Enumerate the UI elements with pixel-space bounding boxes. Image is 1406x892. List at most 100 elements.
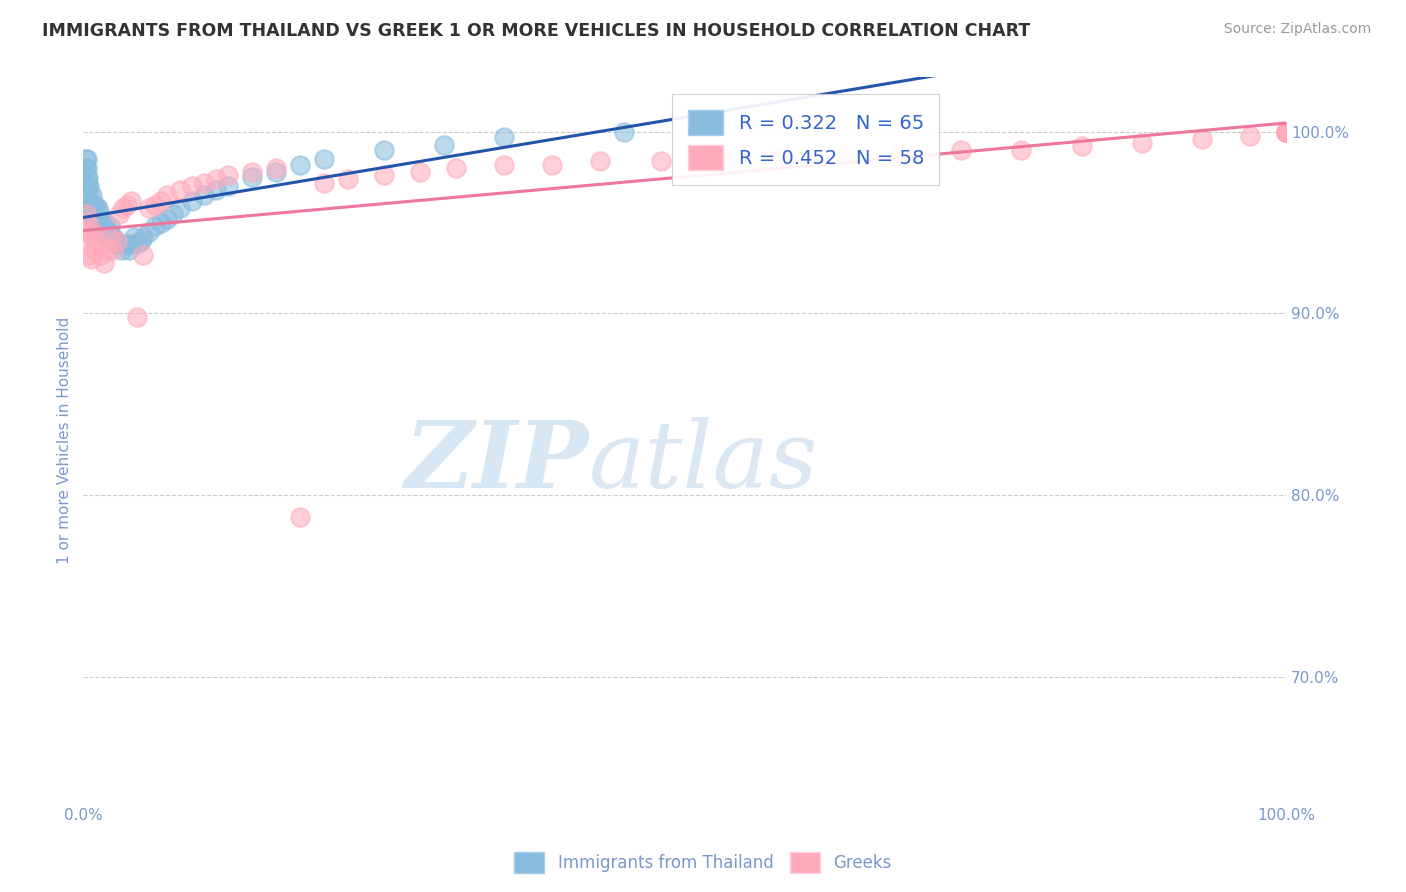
Point [84,197,107,211]
Point [156,188,179,202]
Point [613,125,636,139]
Point [94,216,117,230]
Point [79,248,101,262]
Point [1275,125,1298,139]
Point [79,179,101,194]
Point [120,237,142,252]
Point [288,509,311,524]
Point [98,219,121,234]
Point [103,243,125,257]
Point [80,230,103,244]
Point [80,197,103,211]
Point [90,248,112,262]
Point [76,225,98,239]
Point [111,201,134,215]
Point [541,158,564,172]
Point [82,225,104,239]
Point [104,237,127,252]
Point [1275,125,1298,139]
Point [138,201,160,215]
Point [769,150,792,164]
Point [1070,139,1092,153]
Point [150,194,173,208]
Legend: Immigrants from Thailand, Greeks: Immigrants from Thailand, Greeks [508,846,898,880]
Point [193,176,215,190]
Point [87,212,110,227]
Point [180,194,202,208]
Point [76,152,98,166]
Point [79,252,101,266]
Point [75,206,97,220]
Text: ZIP: ZIP [404,417,589,508]
Point [96,230,118,244]
Point [444,161,467,176]
Point [89,206,111,220]
Point [217,169,239,183]
Point [76,170,98,185]
Point [79,206,101,220]
Point [264,161,287,176]
Point [93,219,115,234]
Point [120,194,142,208]
Point [1191,132,1213,146]
Point [433,137,456,152]
Point [193,188,215,202]
Point [169,183,191,197]
Point [75,161,97,176]
Point [86,216,108,230]
Point [84,206,107,220]
Point [204,172,226,186]
Point [108,237,131,252]
Point [96,243,118,257]
Legend: R = 0.322   N = 65, R = 0.452   N = 58: R = 0.322 N = 65, R = 0.452 N = 58 [672,95,939,186]
Point [494,130,516,145]
Point [494,158,516,172]
Point [145,219,167,234]
Point [115,197,138,211]
Point [240,165,263,179]
Point [150,216,173,230]
Point [830,146,852,161]
Point [132,248,155,262]
Point [83,201,105,215]
Point [1275,125,1298,139]
Point [105,234,128,248]
Point [162,206,184,220]
Point [79,188,101,202]
Point [93,255,115,269]
Point [127,237,149,252]
Point [132,230,155,244]
Point [105,234,128,248]
Point [101,234,124,248]
Point [97,225,120,239]
Point [114,237,136,252]
Point [73,179,96,194]
Point [90,219,112,234]
Point [1010,143,1032,157]
Point [98,230,121,244]
Point [264,165,287,179]
Point [75,152,97,166]
Point [589,153,612,168]
Point [169,201,191,215]
Point [73,234,96,248]
Point [91,225,114,239]
Point [122,230,145,244]
Point [77,179,100,194]
Point [650,153,672,168]
Point [409,165,432,179]
Point [156,212,179,227]
Point [79,197,101,211]
Point [204,183,226,197]
Text: IMMIGRANTS FROM THAILAND VS GREEK 1 OR MORE VEHICLES IN HOUSEHOLD CORRELATION CH: IMMIGRANTS FROM THAILAND VS GREEK 1 OR M… [42,22,1031,40]
Point [127,310,149,324]
Point [288,158,311,172]
Point [217,179,239,194]
Point [336,172,359,186]
Point [240,170,263,185]
Point [1130,136,1153,150]
Point [76,161,98,176]
Point [87,219,110,234]
Point [145,197,167,211]
Point [73,170,96,185]
